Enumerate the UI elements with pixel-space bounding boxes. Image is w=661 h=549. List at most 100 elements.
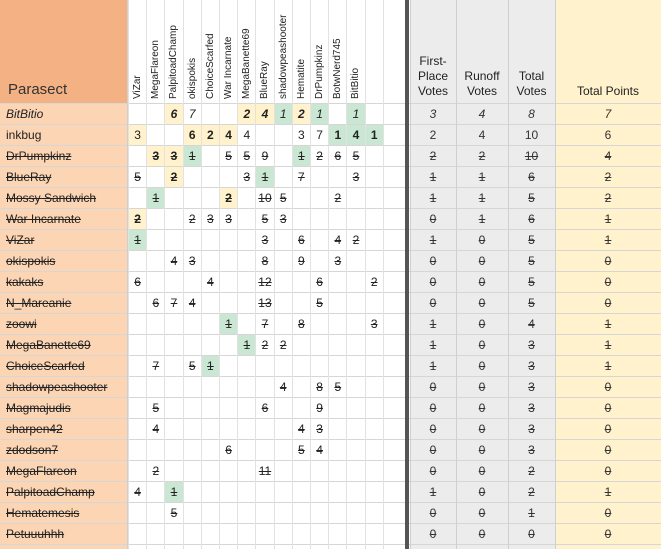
- vote-cell: [184, 461, 201, 481]
- vote-cell: 1: [274, 104, 292, 124]
- vote-cell: [238, 419, 255, 439]
- vote-cell: [165, 524, 182, 544]
- row-name[interactable]: DrPumpkinz: [6, 149, 72, 163]
- vote-cell: [165, 209, 182, 229]
- row-name[interactable]: BlueRay: [6, 170, 52, 184]
- row-name[interactable]: ChoiceScarfed: [6, 359, 85, 373]
- gridline-v: [328, 0, 329, 549]
- summary-points-cell: 6: [604, 128, 612, 142]
- gridline-h: [0, 502, 661, 503]
- vote-cell: [165, 335, 182, 355]
- row-name[interactable]: zoowi: [6, 317, 37, 331]
- vote-cell: [147, 230, 164, 250]
- vote-cell: [202, 314, 219, 334]
- vote-cell: [347, 314, 364, 334]
- row-name[interactable]: sharpen42: [6, 422, 63, 436]
- vote-cell: [147, 503, 164, 523]
- row-name[interactable]: Magmajudis: [6, 401, 71, 415]
- row-name[interactable]: Hematemesis: [6, 506, 80, 520]
- vote-cell: [256, 377, 273, 397]
- summary-runoff-cell: 1: [478, 212, 486, 226]
- row-name[interactable]: inkbug: [6, 128, 42, 142]
- gridline-v: [183, 0, 184, 549]
- vote-cell: [184, 524, 201, 544]
- vote-cell: [275, 419, 292, 439]
- vote-cell: 2: [279, 338, 287, 352]
- vote-cell: [329, 272, 346, 292]
- row-name[interactable]: kakaks: [6, 275, 44, 289]
- row-name[interactable]: MegaBanette69: [6, 338, 91, 352]
- summary-points-cell: 1: [604, 359, 612, 373]
- vote-cell: [293, 398, 310, 418]
- row-name[interactable]: PalpitoadChamp: [6, 485, 95, 499]
- summary-runoff-cell: 0: [478, 380, 486, 394]
- row-name[interactable]: ViZar: [6, 233, 35, 247]
- row-name[interactable]: War Incarnate: [6, 212, 81, 226]
- vote-cell: [347, 440, 364, 460]
- summary-total-cell: 1: [528, 506, 535, 520]
- vote-cell: 3: [316, 422, 323, 436]
- candidate-header: MegaFlareon: [150, 40, 162, 99]
- summary-header: Total Points: [555, 84, 661, 99]
- row-name[interactable]: zdodson7: [6, 443, 59, 457]
- vote-cell: 2: [261, 338, 269, 352]
- vote-cell: 8: [316, 380, 323, 394]
- vote-cell: [329, 335, 346, 355]
- vote-cell: [184, 482, 201, 502]
- candidate-header: BlueRay: [259, 61, 271, 99]
- vote-cell: 5: [243, 149, 251, 163]
- gridline-v: [383, 0, 384, 549]
- row-name[interactable]: Mossy Sandwich: [6, 191, 97, 205]
- vote-cell: 9: [298, 254, 305, 268]
- vote-cell: 2: [316, 149, 323, 163]
- gridline-v: [201, 0, 202, 549]
- row-name[interactable]: BitBitio: [6, 107, 44, 121]
- row-name[interactable]: Petuuuhhh: [6, 527, 65, 541]
- summary-runoff-cell: 0: [478, 359, 486, 373]
- vote-cell: [329, 104, 346, 124]
- row-name[interactable]: N_Mareanie: [6, 296, 72, 310]
- vote-cell: [311, 503, 328, 523]
- gridline-v: [410, 0, 411, 549]
- candidate-header: shadowpeashooter: [277, 14, 289, 99]
- vote-cell: [129, 377, 146, 397]
- vote-cell: [293, 377, 310, 397]
- vote-cell: [329, 293, 346, 313]
- vote-cell: 3: [129, 125, 147, 145]
- vote-cell: [256, 419, 273, 439]
- vote-cell: [220, 482, 237, 502]
- summary-points-cell: 0: [604, 506, 612, 520]
- summary-runoff-cell: 0: [478, 401, 486, 415]
- summary-total-cell: 3: [528, 422, 535, 436]
- vote-cell: [184, 314, 201, 334]
- vote-cell: 3: [334, 254, 342, 268]
- vote-cell: 6: [165, 104, 183, 124]
- vote-cell: [220, 230, 237, 250]
- vote-cell: 9: [261, 149, 269, 163]
- candidate-header: ChoiceScarfed: [204, 33, 216, 99]
- gridline-v: [164, 0, 165, 549]
- summary-points-cell: 0: [604, 464, 612, 478]
- vote-cell: 1: [347, 104, 365, 124]
- row-name[interactable]: okispokis: [6, 254, 56, 268]
- vote-cell: 3: [261, 233, 269, 247]
- summary-first-place-cell: 0: [429, 254, 437, 268]
- vote-cell: 6: [334, 149, 342, 163]
- vote-cell: 12: [258, 275, 272, 289]
- gridline-h: [0, 397, 661, 398]
- gridline-h: [0, 103, 661, 104]
- summary-first-place-cell: 1: [429, 359, 437, 373]
- vote-cell: 6: [183, 125, 201, 145]
- vote-cell: 2: [129, 209, 147, 229]
- row-name[interactable]: MegaFlareon: [6, 464, 77, 478]
- vote-cell: [275, 230, 292, 250]
- vote-cell: [293, 461, 310, 481]
- row-name[interactable]: shadowpeashooter: [6, 380, 108, 394]
- summary-total-cell: 8: [528, 107, 535, 121]
- vote-cell: [311, 209, 328, 229]
- gridline-h: [0, 187, 661, 188]
- vote-cell: [184, 398, 201, 418]
- summary-first-place-cell: 0: [429, 464, 437, 478]
- vote-cell: 4: [188, 296, 196, 310]
- vote-cell: [202, 230, 219, 250]
